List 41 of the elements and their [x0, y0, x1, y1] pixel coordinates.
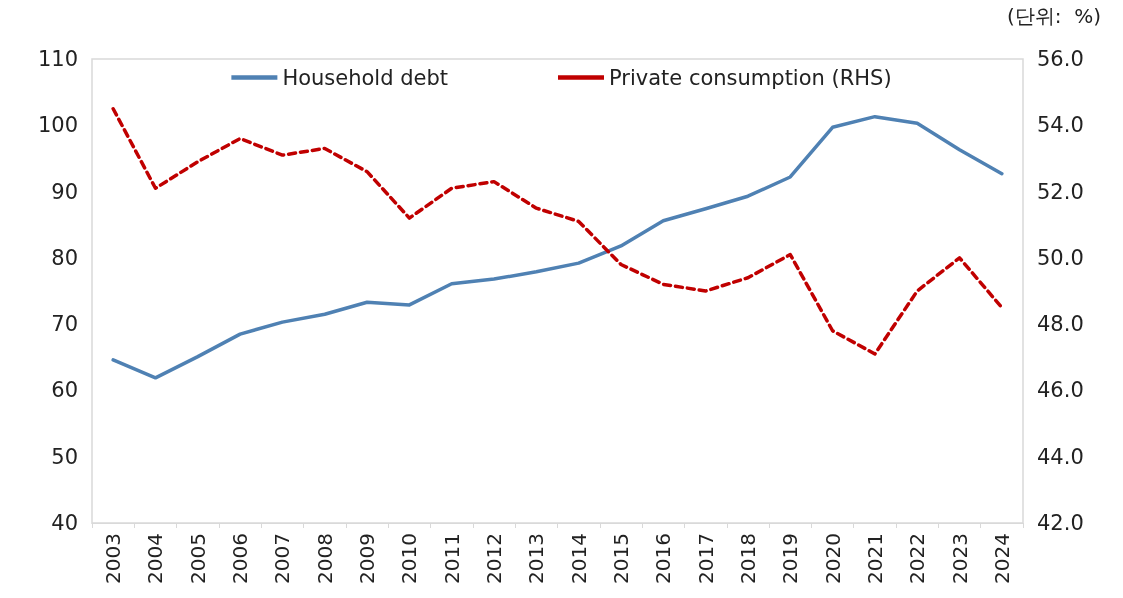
x-tick-label: 2021 [862, 533, 887, 584]
x-tick-label: 2014 [566, 533, 591, 584]
y2-tick-label: 52.0 [1037, 179, 1084, 204]
x-tick-label: 2004 [143, 533, 168, 584]
x-tick-label: 2016 [651, 533, 676, 584]
x-tick-label: 2005 [185, 533, 210, 584]
x-tick-label: 2008 [312, 533, 337, 584]
x-tick-label: 2023 [947, 533, 972, 584]
legend-label: Private consumption (RHS) [609, 65, 892, 90]
x-tick-label: 2013 [524, 533, 549, 584]
x-tick-label: 2011 [439, 533, 464, 584]
x-tick-label: 2024 [989, 533, 1014, 584]
y-tick-label: 90 [51, 179, 78, 204]
y2-tick-label: 48.0 [1037, 312, 1084, 337]
x-tick-label: 2018 [735, 533, 760, 584]
x-tick-label: 2015 [608, 533, 633, 584]
x-tick-label: 2020 [820, 533, 845, 584]
x-tick-label: 2017 [693, 533, 718, 584]
y-tick-label: 70 [51, 312, 78, 337]
y-tick-label: 110 [37, 47, 78, 71]
y-tick-label: 60 [51, 378, 78, 403]
y-tick-label: 100 [37, 113, 78, 138]
text: (단위: %) [1006, 4, 1101, 28]
y-tick-label: 40 [51, 511, 78, 535]
x-tick-label: 2003 [101, 533, 126, 584]
y2-tick-label: 44.0 [1037, 444, 1084, 469]
x-tick-label: 2009 [355, 533, 380, 584]
x-tick-label: 2019 [778, 533, 803, 584]
x-tick-label: 2010 [397, 533, 422, 584]
legend-label: Household debt [282, 65, 448, 90]
x-tick-label: 2006 [228, 533, 253, 584]
y-tick-label: 50 [51, 444, 78, 469]
x-tick-label: 2007 [270, 533, 295, 584]
x-tick-label: 2012 [482, 533, 507, 584]
y2-tick-label: 46.0 [1037, 378, 1084, 403]
y2-tick-label: 42.0 [1037, 511, 1084, 535]
y2-tick-label: 50.0 [1037, 245, 1084, 270]
y2-tick-label: 56.0 [1037, 47, 1084, 71]
y2-tick-label: 54.0 [1037, 113, 1084, 138]
y-tick-label: 80 [51, 245, 78, 270]
x-tick-label: 2022 [905, 533, 930, 584]
